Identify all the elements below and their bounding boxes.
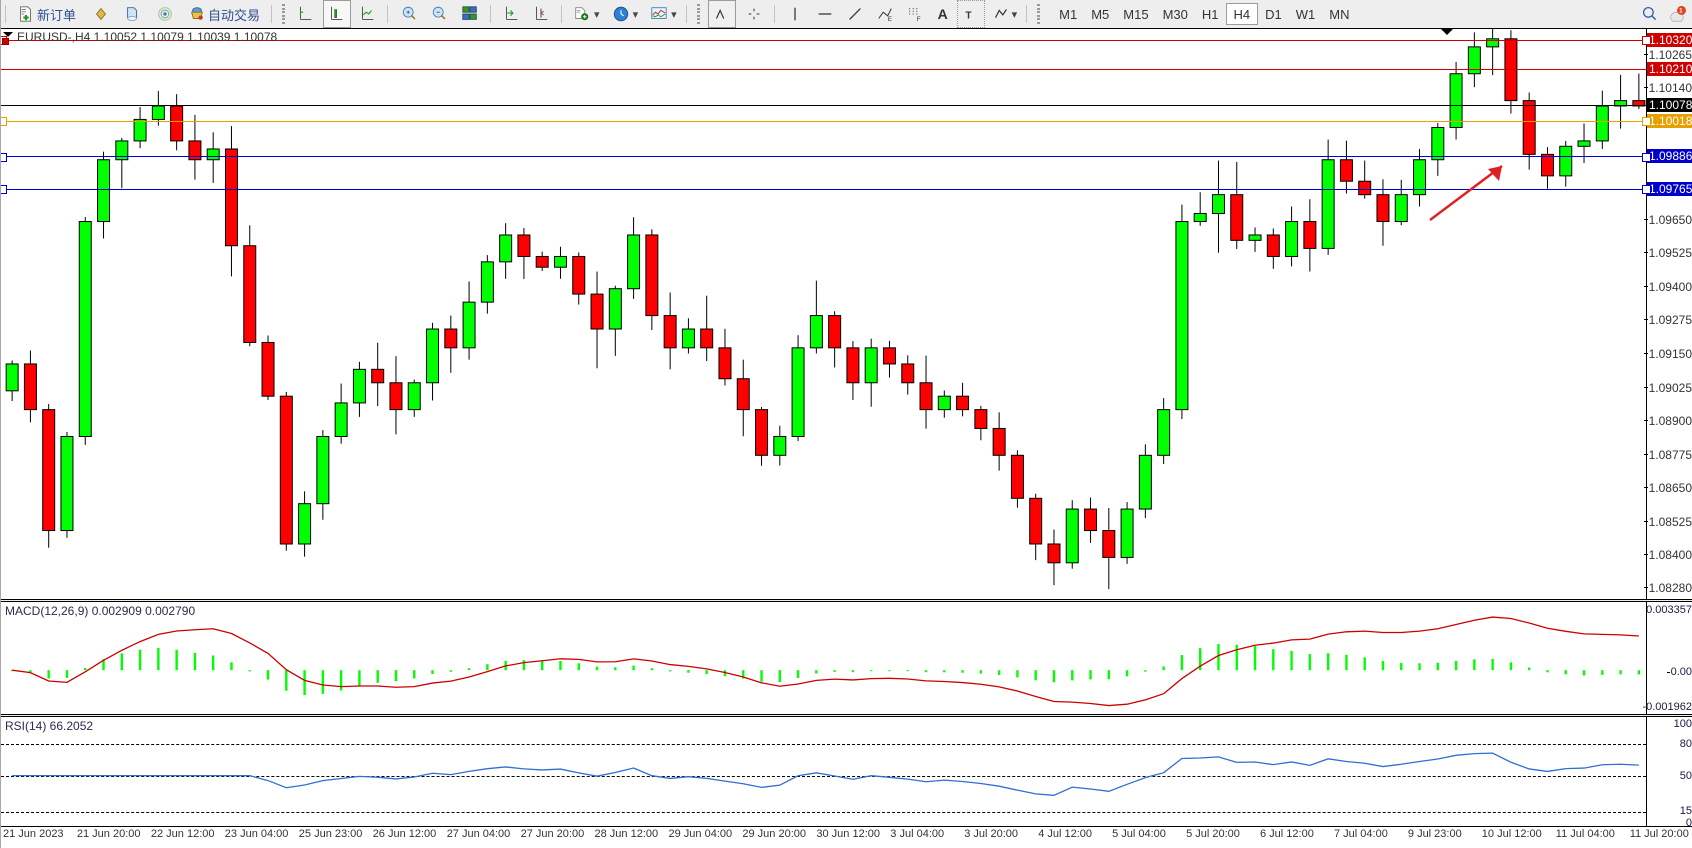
svg-text:F: F (916, 16, 920, 23)
svg-text:1: 1 (1679, 8, 1683, 15)
svg-text:E: E (887, 16, 891, 23)
svg-text:T: T (965, 11, 971, 22)
